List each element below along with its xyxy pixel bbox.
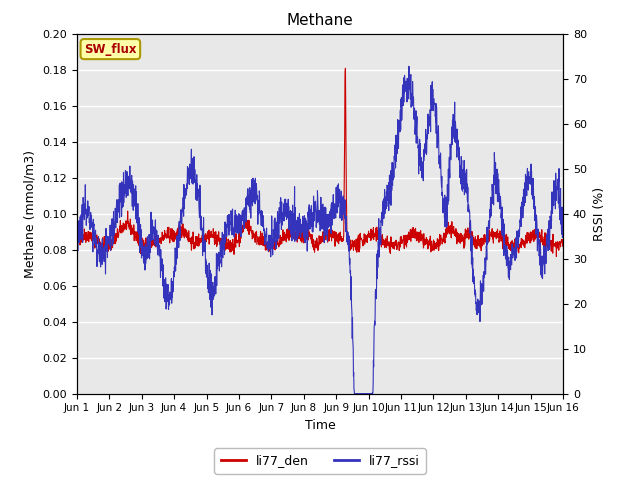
Title: Methane: Methane: [287, 13, 353, 28]
Y-axis label: Methane (mmol/m3): Methane (mmol/m3): [24, 150, 36, 277]
X-axis label: Time: Time: [305, 419, 335, 432]
Legend: li77_den, li77_rssi: li77_den, li77_rssi: [214, 448, 426, 474]
Y-axis label: RSSI (%): RSSI (%): [593, 187, 605, 240]
Text: SW_flux: SW_flux: [84, 43, 136, 56]
